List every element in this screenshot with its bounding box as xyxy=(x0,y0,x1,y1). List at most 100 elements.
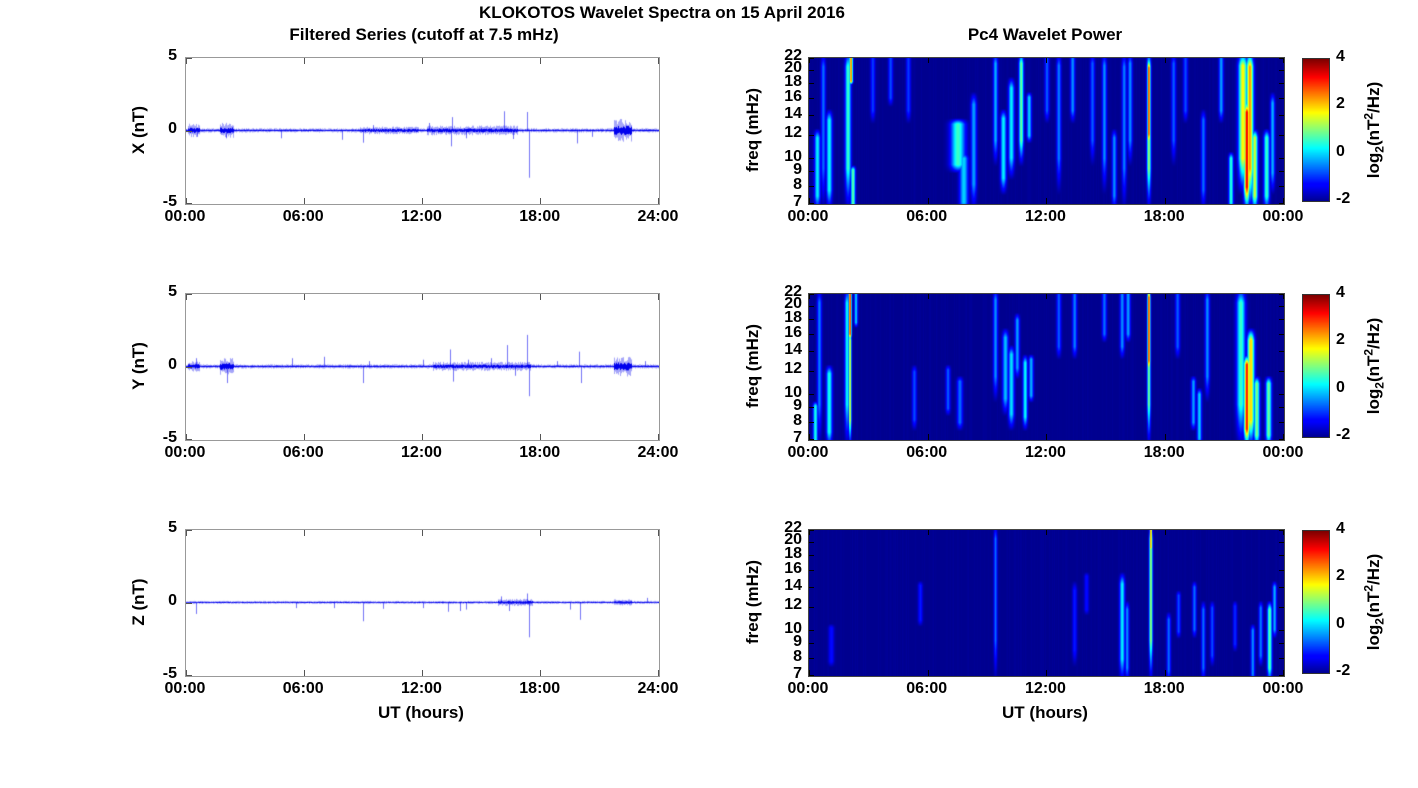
tick-mark xyxy=(1279,606,1284,608)
tick-mark xyxy=(809,58,810,63)
tick-mark xyxy=(1279,542,1284,544)
freq-tick-label: 7 xyxy=(793,665,802,682)
x-tick-label: 24:00 xyxy=(637,444,679,461)
tick-mark xyxy=(658,530,659,536)
tick-mark xyxy=(1283,58,1284,63)
freq-tick-label: 16 xyxy=(784,323,802,341)
tick-mark xyxy=(809,530,810,535)
tick-mark xyxy=(809,306,814,308)
panel-wavelet-x xyxy=(808,57,1285,205)
x-tick-label: 18:00 xyxy=(519,444,561,461)
tick-mark xyxy=(1279,643,1284,645)
x-tick-label: 00:00 xyxy=(787,680,829,697)
tick-mark xyxy=(809,422,814,424)
tick-mark xyxy=(809,629,814,631)
x-tick-label: 12:00 xyxy=(1025,444,1066,461)
x-tick-label: 12:00 xyxy=(1025,208,1066,225)
tick-mark xyxy=(658,294,659,300)
tick-mark xyxy=(809,434,810,440)
tick-mark xyxy=(809,134,814,136)
freq-tick-label: 10 xyxy=(784,147,802,165)
tick-mark xyxy=(1279,98,1284,100)
x-tick-label: 18:00 xyxy=(1143,444,1185,461)
tick-mark xyxy=(304,530,305,536)
tick-mark xyxy=(1279,629,1284,631)
tick-mark xyxy=(540,198,541,204)
x-tick-label: 06:00 xyxy=(906,208,948,225)
tick-mark xyxy=(186,366,192,368)
freq-tick-label: 22 xyxy=(784,47,802,64)
tick-mark xyxy=(809,319,814,321)
tick-mark xyxy=(927,294,929,299)
freq-tick-label: 18 xyxy=(784,72,802,90)
freq-tick-label: 12 xyxy=(784,360,802,378)
colorbar-z-gradient xyxy=(1303,531,1329,673)
colorbar-tick-label: 0 xyxy=(1336,142,1345,160)
tick-mark xyxy=(1279,439,1284,440)
x-tick-label: 06:00 xyxy=(282,208,324,225)
tick-mark xyxy=(1279,351,1284,353)
tick-mark xyxy=(809,157,814,159)
tick-mark xyxy=(1046,198,1047,204)
freq-tick-label: 7 xyxy=(793,429,802,446)
tick-mark xyxy=(1279,334,1284,336)
colorbar-tick-label: 4 xyxy=(1336,520,1345,537)
freq-tick-label: 12 xyxy=(784,124,802,142)
tick-mark xyxy=(1279,186,1284,188)
freq-tick-label: 12 xyxy=(784,596,802,614)
freq-tick-label: 14 xyxy=(784,104,802,122)
tick-mark xyxy=(1279,83,1284,85)
tick-mark xyxy=(304,294,305,300)
x-tick-label: 00:00 xyxy=(1262,680,1304,697)
freq-tick-label: 18 xyxy=(784,544,802,562)
tick-mark xyxy=(927,670,929,676)
freq-tick-label: 20 xyxy=(784,295,802,313)
tick-mark xyxy=(1046,294,1047,299)
tick-mark xyxy=(186,530,192,531)
y-tick-label: 5 xyxy=(168,519,177,536)
x-tick-label: 06:00 xyxy=(282,680,324,697)
tick-mark xyxy=(809,70,814,72)
tick-mark xyxy=(1283,198,1284,204)
tick-mark xyxy=(422,434,423,440)
x-tick-label: 18:00 xyxy=(519,680,561,697)
freq-tick-label: 8 xyxy=(793,411,802,429)
freq-tick-label: 18 xyxy=(784,308,802,326)
x-tick-label: 18:00 xyxy=(1143,680,1185,697)
timeseries-x-plot xyxy=(186,58,659,204)
y-tick-label: 0 xyxy=(168,356,177,373)
colorbar-tick-label: 2 xyxy=(1336,331,1345,349)
x-tick-label: 18:00 xyxy=(1143,208,1185,225)
colorbar-tick-label: 0 xyxy=(1336,614,1345,632)
tick-mark xyxy=(927,198,929,204)
tick-mark xyxy=(809,294,814,295)
x-tick-label: 12:00 xyxy=(1025,680,1066,697)
colorbar-tick-label: 2 xyxy=(1336,567,1345,585)
tick-mark xyxy=(1283,434,1284,440)
tick-mark xyxy=(1279,658,1284,660)
tick-mark xyxy=(304,670,305,676)
freq-tick-label: 16 xyxy=(784,87,802,105)
colorbar-z xyxy=(1302,530,1330,674)
tick-mark xyxy=(1279,407,1284,409)
tick-mark xyxy=(1283,670,1284,676)
timeseries-z-plot xyxy=(186,530,659,676)
panel-timeseries-x xyxy=(185,57,660,205)
x-tick-label: 06:00 xyxy=(282,444,324,461)
tick-mark xyxy=(304,58,305,64)
tick-mark xyxy=(540,670,541,676)
tick-mark xyxy=(1283,294,1284,299)
freq-tick-label: 10 xyxy=(784,619,802,637)
tick-mark xyxy=(1279,171,1284,173)
freq-tick-label: 8 xyxy=(793,175,802,193)
panel-timeseries-z xyxy=(185,529,660,677)
tick-mark xyxy=(809,658,814,660)
tick-mark xyxy=(809,203,814,204)
tick-mark xyxy=(1046,434,1047,440)
colorbar-x-gradient xyxy=(1303,59,1329,201)
colorbar-tick-label: 0 xyxy=(1336,378,1345,396)
tick-mark xyxy=(927,58,929,63)
tick-mark xyxy=(1279,570,1284,572)
tick-mark xyxy=(186,130,192,132)
